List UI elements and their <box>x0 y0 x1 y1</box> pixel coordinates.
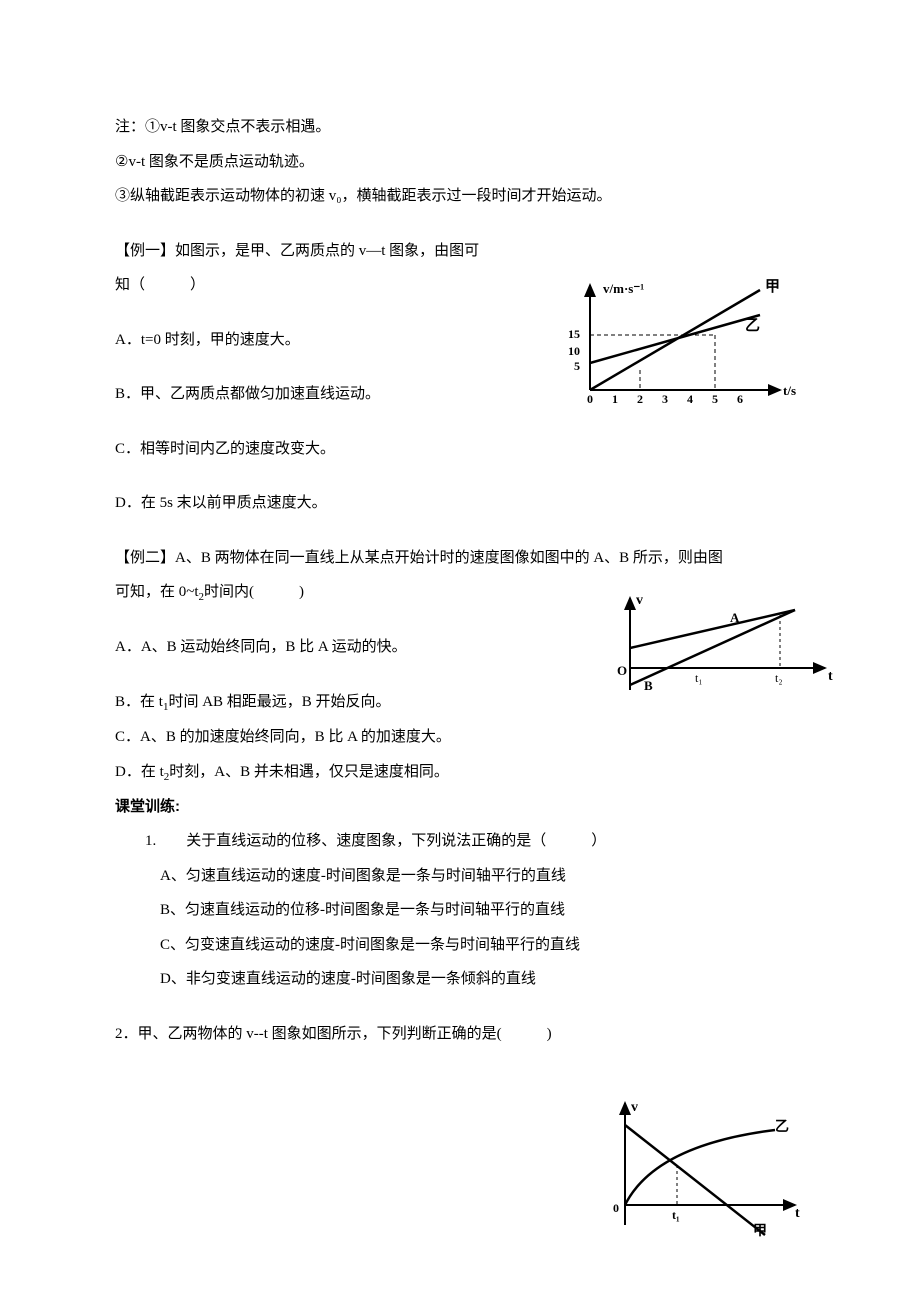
example1-option-d: D．在 5s 末以前甲质点速度大。 <box>115 486 810 521</box>
svg-text:t/s: t/s <box>783 383 796 398</box>
q1-option-d: D、非匀变速直线运动的速度-时间图象是一条倾斜的直线 <box>115 962 810 997</box>
svg-text:t₁: t₁ <box>672 1208 680 1222</box>
svg-text:v: v <box>636 593 643 608</box>
svg-text:0: 0 <box>587 392 593 406</box>
svg-text:10: 10 <box>568 344 580 358</box>
ex2b-pre: B．在 t <box>115 694 163 710</box>
svg-text:5: 5 <box>712 392 718 406</box>
svg-text:t: t <box>795 1206 800 1221</box>
svg-text:15: 15 <box>568 327 580 341</box>
note-2: ②v-t 图象不是质点运动轨迹。 <box>115 145 810 180</box>
svg-text:t₁: t₁ <box>695 671 703 685</box>
ex2-intro-post: 时间内( <box>204 584 254 600</box>
note-3: ③纵轴截距表示运动物体的初速 v₀，横轴截距表示过一段时间才开始运动。 <box>115 179 810 214</box>
svg-text:v/m·s⁻¹: v/m·s⁻¹ <box>603 281 644 296</box>
q1-option-a: A、匀速直线运动的速度-时间图象是一条与时间轴平行的直线 <box>115 859 810 894</box>
figure-1: 5 10 15 0 1 2 3 4 5 6 v/m·s⁻¹ t/s 甲 乙 <box>555 275 800 415</box>
q2-stem-pre: 2．甲、乙两物体的 v--t 图象如图所示，下列判断正确的是( <box>115 1026 502 1042</box>
svg-text:1: 1 <box>612 392 618 406</box>
example1-intro-line1: 【例一】如图示，是甲、乙两质点的 v—t 图象，由图可 <box>115 234 810 269</box>
figure-3: v t 0 甲 乙 t₁ <box>595 1095 805 1240</box>
svg-text:乙: 乙 <box>745 318 760 334</box>
svg-text:0: 0 <box>613 1201 619 1215</box>
ex1-intro-end: ） <box>190 277 205 293</box>
svg-text:甲: 甲 <box>753 1223 767 1239</box>
q2-stem-post: ) <box>547 1026 552 1042</box>
svg-text:3: 3 <box>662 392 668 406</box>
svg-text:6: 6 <box>737 392 743 406</box>
ex2b-post: 时间 AB 相距最远，B 开始反向。 <box>168 694 390 710</box>
example2-option-d: D．在 t2时刻，A、B 并未相遇，仅只是速度相同。 <box>115 755 810 790</box>
example2-intro-line1: 【例二】A、B 两物体在同一直线上从某点开始计时的速度图像如图中的 A、B 所示… <box>115 541 810 576</box>
ex2d-post: 时刻，A、B 并未相遇，仅只是速度相同。 <box>169 764 449 780</box>
svg-text:甲: 甲 <box>765 278 780 295</box>
svg-text:v: v <box>631 1100 638 1115</box>
note-1: 注：①v-t 图象交点不表示相遇。 <box>115 110 810 145</box>
q1-option-b: B、匀速直线运动的位移-时间图象是一条与时间轴平行的直线 <box>115 893 810 928</box>
ex2-intro-end: ) <box>299 584 304 600</box>
svg-text:4: 4 <box>687 392 693 406</box>
svg-text:5: 5 <box>574 359 580 373</box>
svg-text:A: A <box>730 610 740 625</box>
ex1-intro-pre: 知（ <box>115 277 145 293</box>
svg-text:O: O <box>617 663 627 678</box>
q1-option-c: C、匀变速直线运动的速度-时间图象是一条与时间轴平行的直线 <box>115 928 810 963</box>
figure-2: v t O A B t₁ t₂ <box>600 590 840 700</box>
example2-option-c: C．A、B 的加速度始终同向，B 比 A 的加速度大。 <box>115 720 810 755</box>
q2-stem: 2．甲、乙两物体的 v--t 图象如图所示，下列判断正确的是() <box>115 1017 810 1052</box>
practice-heading: 课堂训练: <box>115 790 810 825</box>
svg-text:B: B <box>644 678 653 693</box>
ex2d-pre: D．在 t <box>115 764 164 780</box>
q1-stem: 1. 关于直线运动的位移、速度图象，下列说法正确的是（ ） <box>115 824 810 859</box>
q1-stem-pre: 1. 关于直线运动的位移、速度图象，下列说法正确的是（ <box>145 833 546 849</box>
example1-option-c: C．相等时间内乙的速度改变大。 <box>115 432 810 467</box>
svg-text:t: t <box>828 669 833 684</box>
svg-text:乙: 乙 <box>775 1119 789 1135</box>
svg-text:t₂: t₂ <box>775 671 783 685</box>
ex2-intro-pre: 可知，在 0~t <box>115 584 199 600</box>
q1-stem-post: ） <box>591 833 606 849</box>
svg-text:2: 2 <box>637 392 643 406</box>
